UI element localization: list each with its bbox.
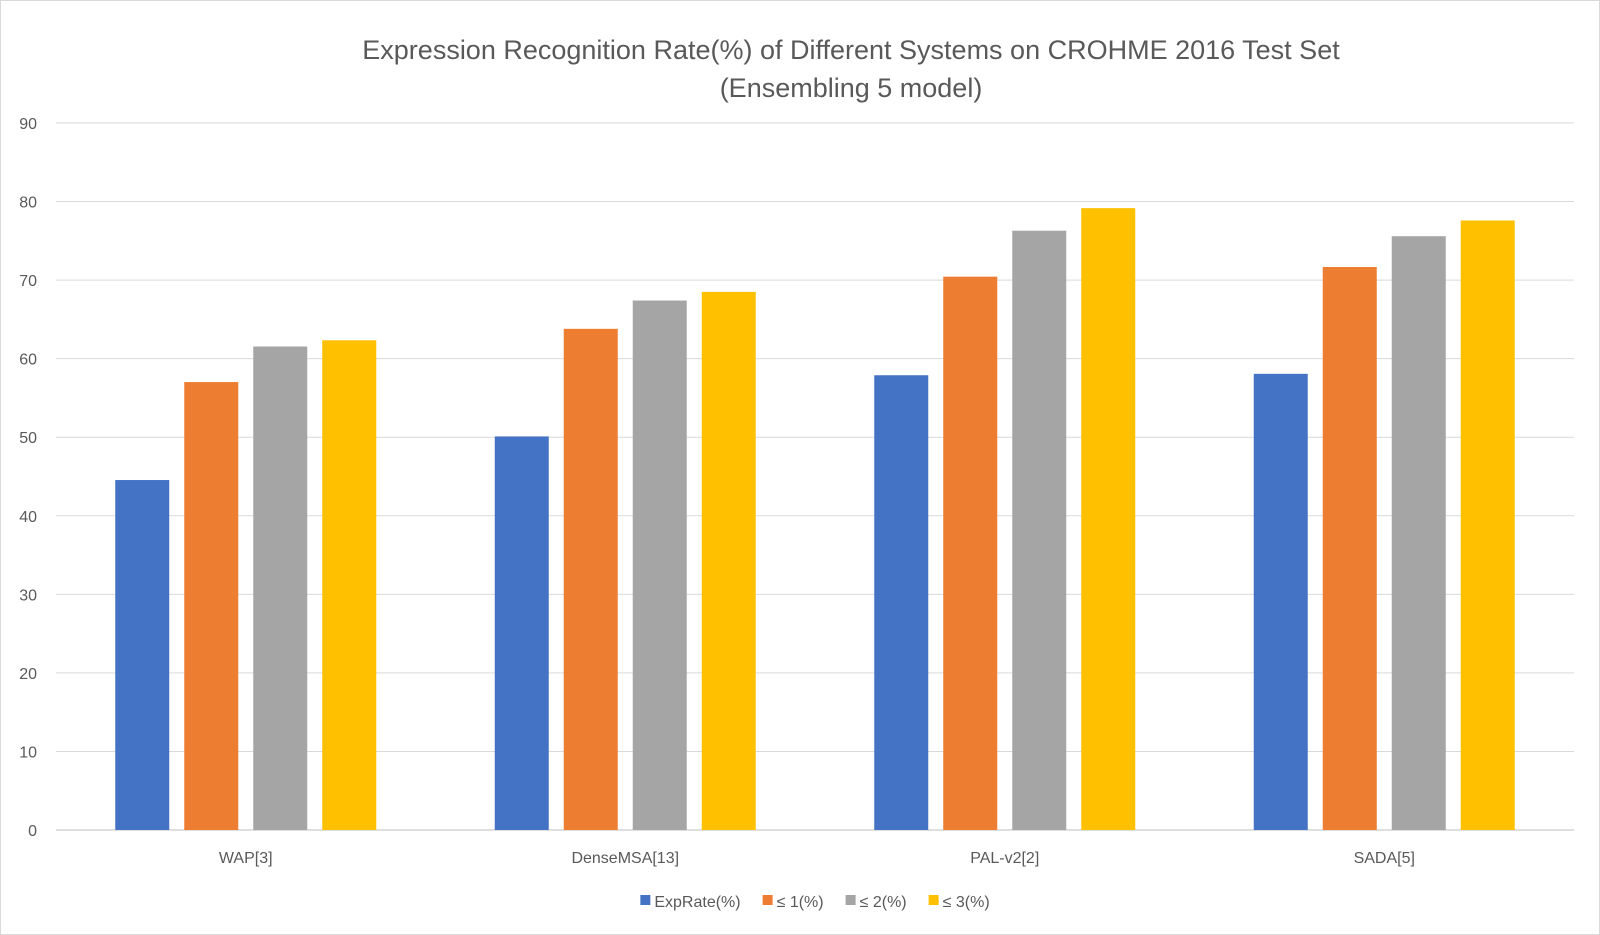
legend-swatch — [845, 895, 856, 905]
bar-3-2 — [1391, 236, 1446, 831]
y-tick-label: 20 — [19, 666, 37, 683]
bar-0-2 — [253, 346, 308, 830]
y-tick-label: 60 — [19, 352, 37, 369]
legend-swatch — [640, 895, 651, 905]
chart-subtitle: (Ensembling 5 model) — [720, 73, 983, 103]
bar-0-1 — [184, 382, 239, 830]
chart-title: Expression Recognition Rate(%) of Differ… — [362, 35, 1340, 65]
bar-0-0 — [115, 480, 170, 830]
y-tick-label: 0 — [28, 823, 37, 840]
legend: ExpRate(%) ≤ 1(%) ≤ 2(%) ≤ 3(%) — [640, 894, 990, 911]
x-category-label: WAP[3] — [219, 850, 273, 867]
legend-label: ≤ 3(%) — [943, 894, 990, 911]
y-tick-label: 70 — [19, 273, 37, 290]
bar-3-0 — [1253, 373, 1308, 830]
x-category-label: DenseMSA[13] — [571, 850, 679, 867]
y-tick-label: 10 — [19, 744, 37, 761]
category-labels: WAP[3] DenseMSA[13] PAL-v2[2] SADA[5] — [219, 850, 1415, 867]
x-category-label: PAL-v2[2] — [970, 850, 1039, 867]
y-tick-label: 80 — [19, 195, 37, 212]
legend-label: ExpRate(%) — [654, 894, 740, 911]
bar-2-3 — [1081, 208, 1136, 830]
y-tick-label: 40 — [19, 509, 37, 526]
bar-1-0 — [494, 436, 549, 830]
x-category-label: SADA[5] — [1354, 850, 1415, 867]
legend-swatch — [762, 895, 773, 905]
legend-item: ≤ 1(%) — [762, 894, 824, 911]
legend-item: ≤ 2(%) — [845, 894, 907, 911]
bar-1-2 — [632, 300, 687, 831]
legend-label: ≤ 2(%) — [860, 894, 907, 911]
bar-1-3 — [701, 291, 756, 831]
bar-3-3 — [1460, 220, 1515, 831]
y-tick-label: 30 — [19, 587, 37, 604]
legend-item: ExpRate(%) — [640, 894, 741, 911]
bar-3-1 — [1322, 266, 1377, 831]
bar-1-1 — [563, 328, 618, 830]
bars — [115, 208, 1515, 831]
bar-2-2 — [1012, 230, 1067, 831]
y-tick-label: 90 — [19, 116, 37, 133]
gridlines: 0 10 20 30 40 50 60 70 80 90 — [19, 116, 1574, 840]
legend-label: ≤ 1(%) — [777, 894, 824, 911]
bar-2-1 — [943, 276, 998, 830]
bar-2-0 — [874, 375, 929, 830]
legend-item: ≤ 3(%) — [928, 894, 990, 911]
y-tick-label: 50 — [19, 430, 37, 447]
bar-0-3 — [322, 340, 377, 830]
legend-swatch — [928, 895, 939, 905]
